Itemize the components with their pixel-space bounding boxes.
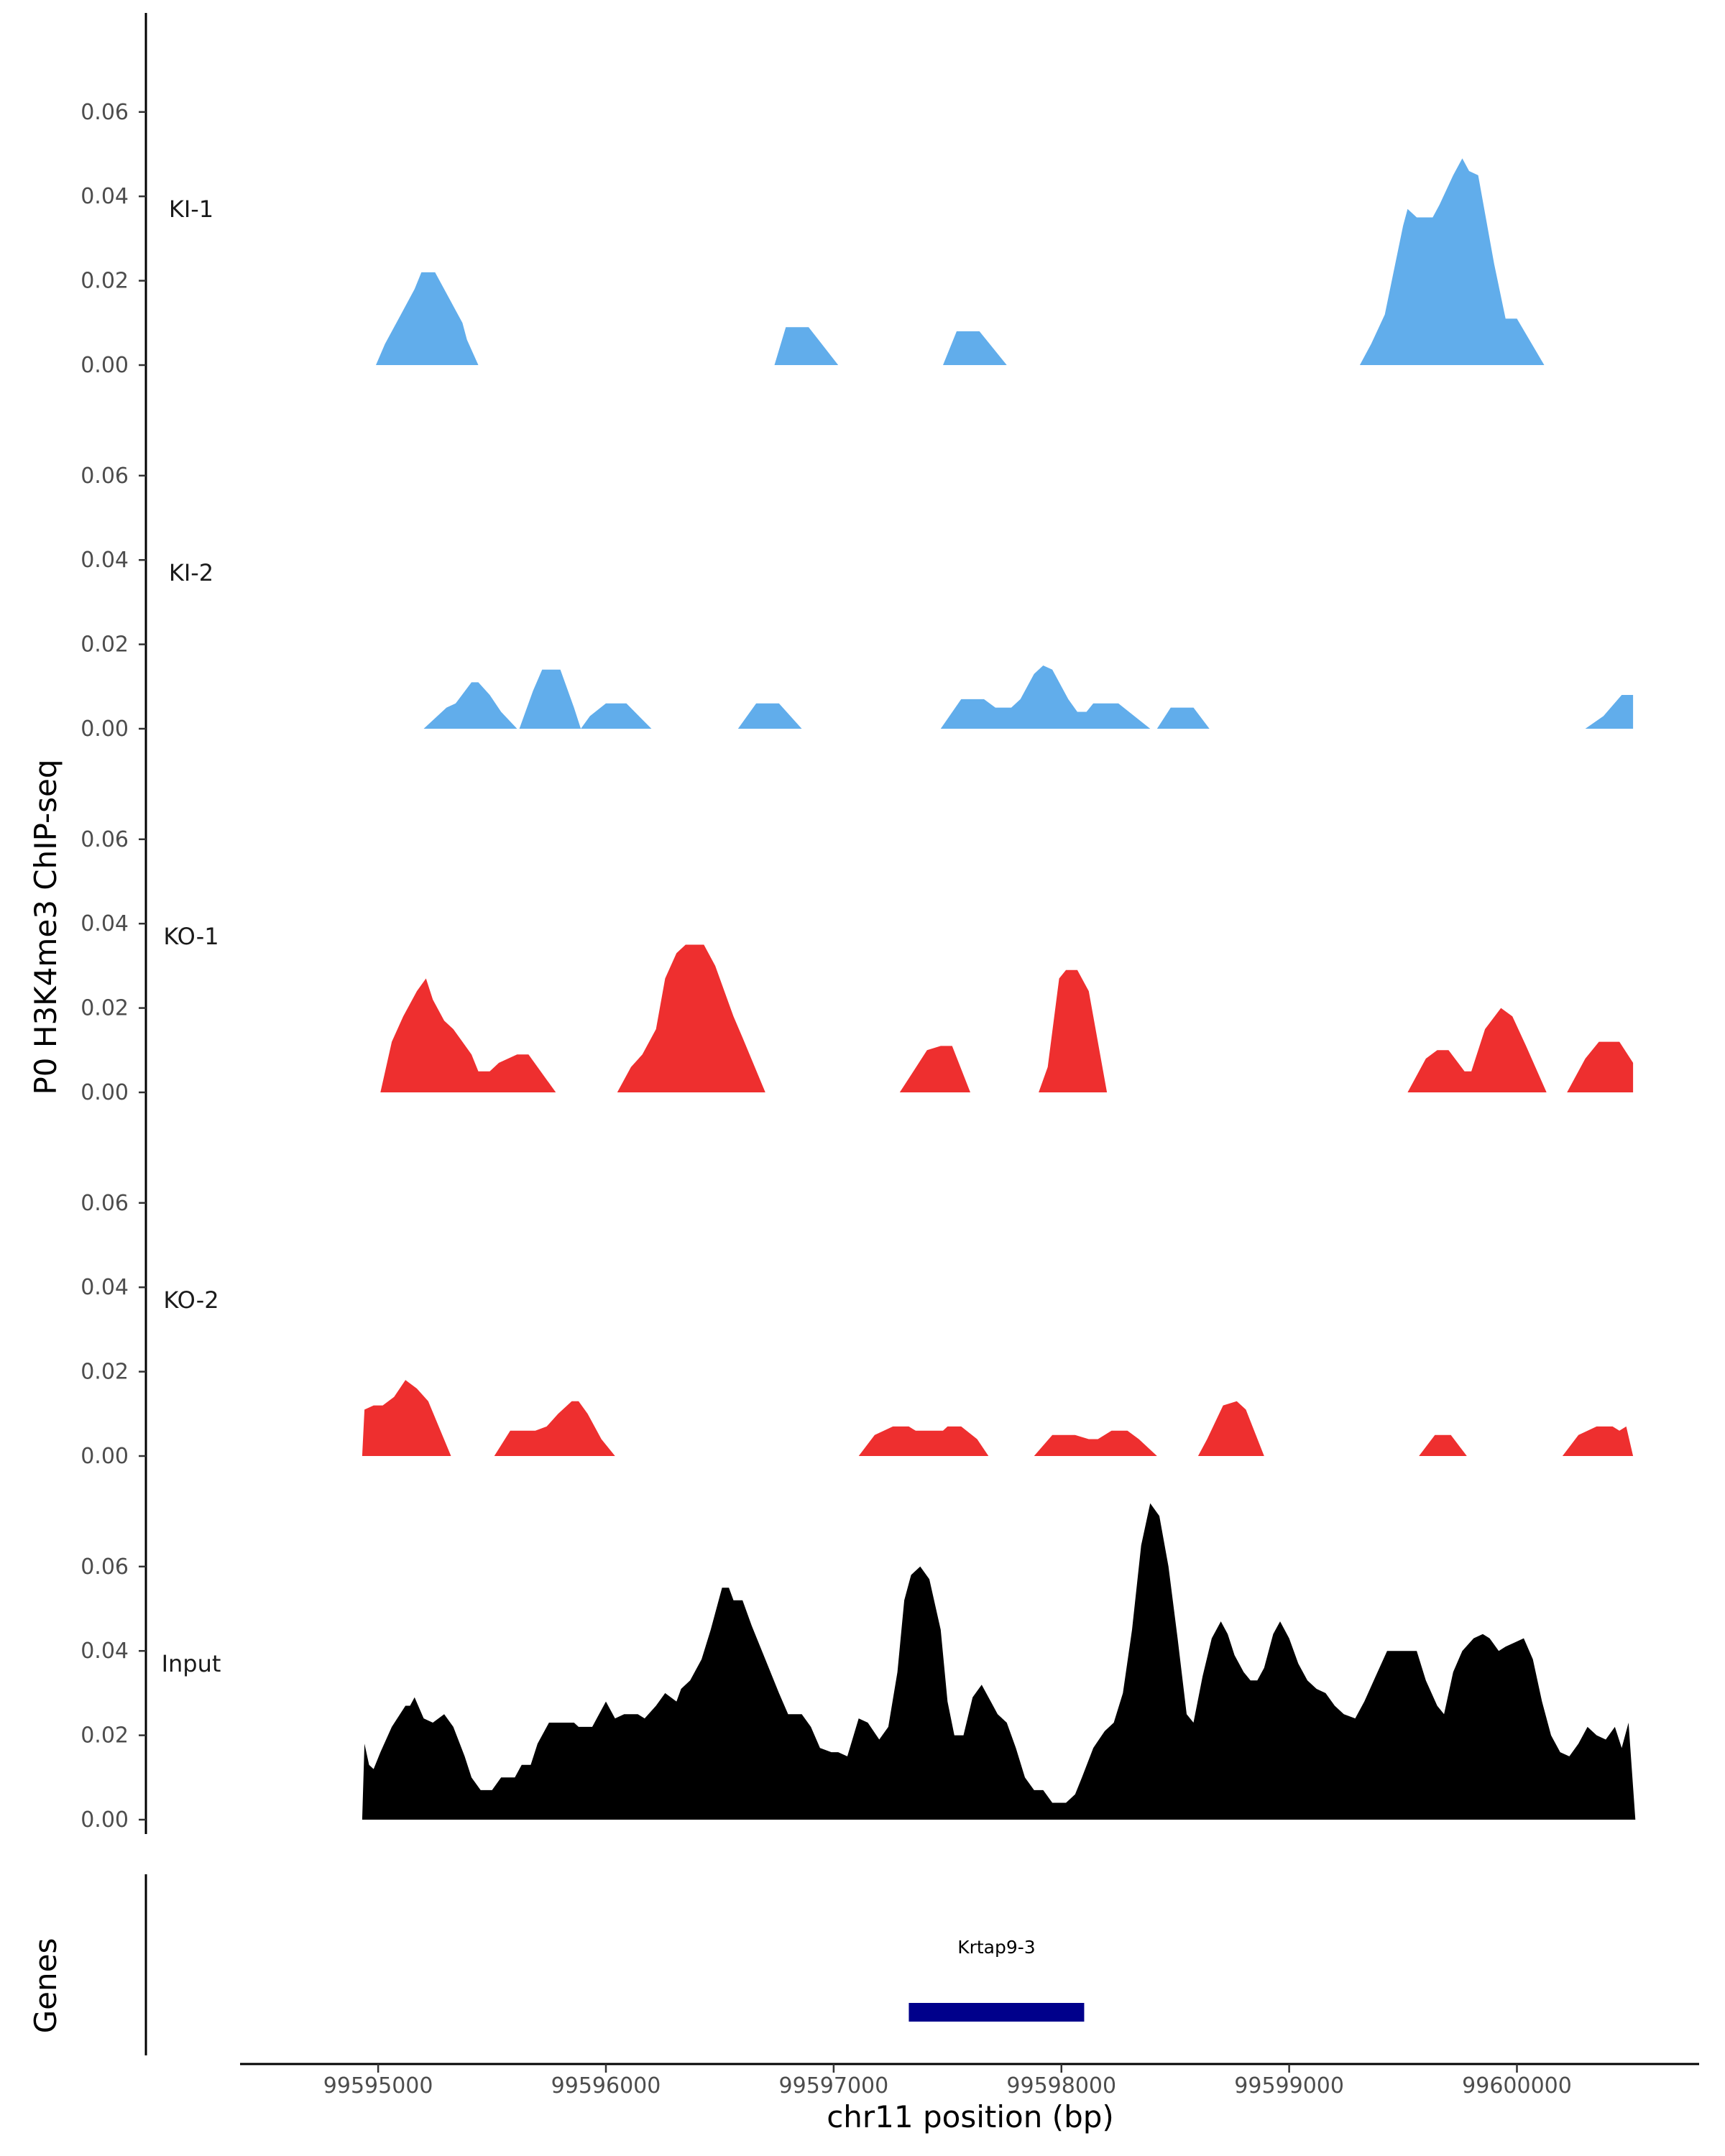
y-tick-label: 0.02: [80, 269, 129, 294]
y-tick-label: 0.06: [80, 464, 129, 489]
gene-bar: [908, 2003, 1085, 2022]
y-tick-label: 0.04: [80, 911, 129, 936]
gene-label: Krtap9-3: [957, 1937, 1036, 1958]
y-tick-label: 0.04: [80, 1275, 129, 1300]
y-tick-label: 0.02: [80, 996, 129, 1021]
x-tick-label: 99597000: [779, 2073, 889, 2099]
x-tick-label: 99598000: [1006, 2073, 1116, 2099]
x-tick-label: 99599000: [1234, 2073, 1344, 2099]
track-ki-1: 0.00 0.02 0.04 0.06 KI-1: [80, 13, 1545, 379]
track-area-ki-1: [376, 158, 1545, 365]
track-input: 0.00 0.02 0.04 0.06 Input: [80, 1468, 1636, 1834]
y-tick-label: 0.02: [80, 632, 129, 658]
track-area-input: [362, 1503, 1636, 1820]
y-tick-label: 0.00: [80, 1444, 129, 1469]
y-tick-label: 0.06: [80, 1191, 129, 1216]
x-tick-label: 99600000: [1462, 2073, 1572, 2099]
track-label: KO-1: [163, 923, 218, 950]
x-tick-label: 99595000: [323, 2073, 433, 2099]
y-tick-label: 0.04: [80, 184, 129, 209]
track-ko-2: 0.00 0.02 0.04 0.06 KO-2: [80, 1104, 1634, 1470]
genes-panel: Krtap9-3: [144, 1874, 1085, 2055]
y-tick-label: 0.06: [80, 1554, 129, 1580]
y-tick-label: 0.00: [80, 717, 129, 742]
track-label: KO-2: [163, 1286, 218, 1314]
y-tick-label: 0.00: [80, 353, 129, 378]
track-area-ki-2: [423, 665, 1634, 729]
track-area-ko-1: [380, 944, 1634, 1092]
track-label: KI-2: [169, 559, 213, 586]
x-axis: 99595000 99596000 99597000 99598000 99599000…: [240, 2063, 1699, 2099]
y-tick-label: 0.02: [80, 1723, 129, 1749]
genes-axis-title: Genes: [28, 1938, 63, 2034]
track-label: Input: [162, 1650, 221, 1677]
track-ki-2: 0.00 0.02 0.04 0.06 KI-2: [80, 377, 1634, 743]
y-tick-label: 0.06: [80, 100, 129, 125]
y-axis-title: P0 H3K4me3 ChIP-seq: [28, 759, 63, 1095]
y-tick-label: 0.02: [80, 1360, 129, 1385]
x-tick-label: 99596000: [551, 2073, 661, 2099]
y-tick-label: 0.00: [80, 1080, 129, 1105]
y-tick-label: 0.06: [80, 827, 129, 852]
track-ko-1: 0.00 0.02 0.04 0.06 KO-1: [80, 740, 1634, 1107]
x-axis-title: chr11 position (bp): [827, 2099, 1114, 2134]
tracks-layer: 0.00 0.02 0.04 0.06 KI-1 0.00 0.02 0.04 0.06 KI-2…: [80, 13, 1636, 1834]
y-tick-label: 0.00: [80, 1807, 129, 1833]
track-label: KI-1: [169, 195, 213, 223]
y-tick-label: 0.04: [80, 548, 129, 573]
y-tick-label: 0.04: [80, 1639, 129, 1664]
